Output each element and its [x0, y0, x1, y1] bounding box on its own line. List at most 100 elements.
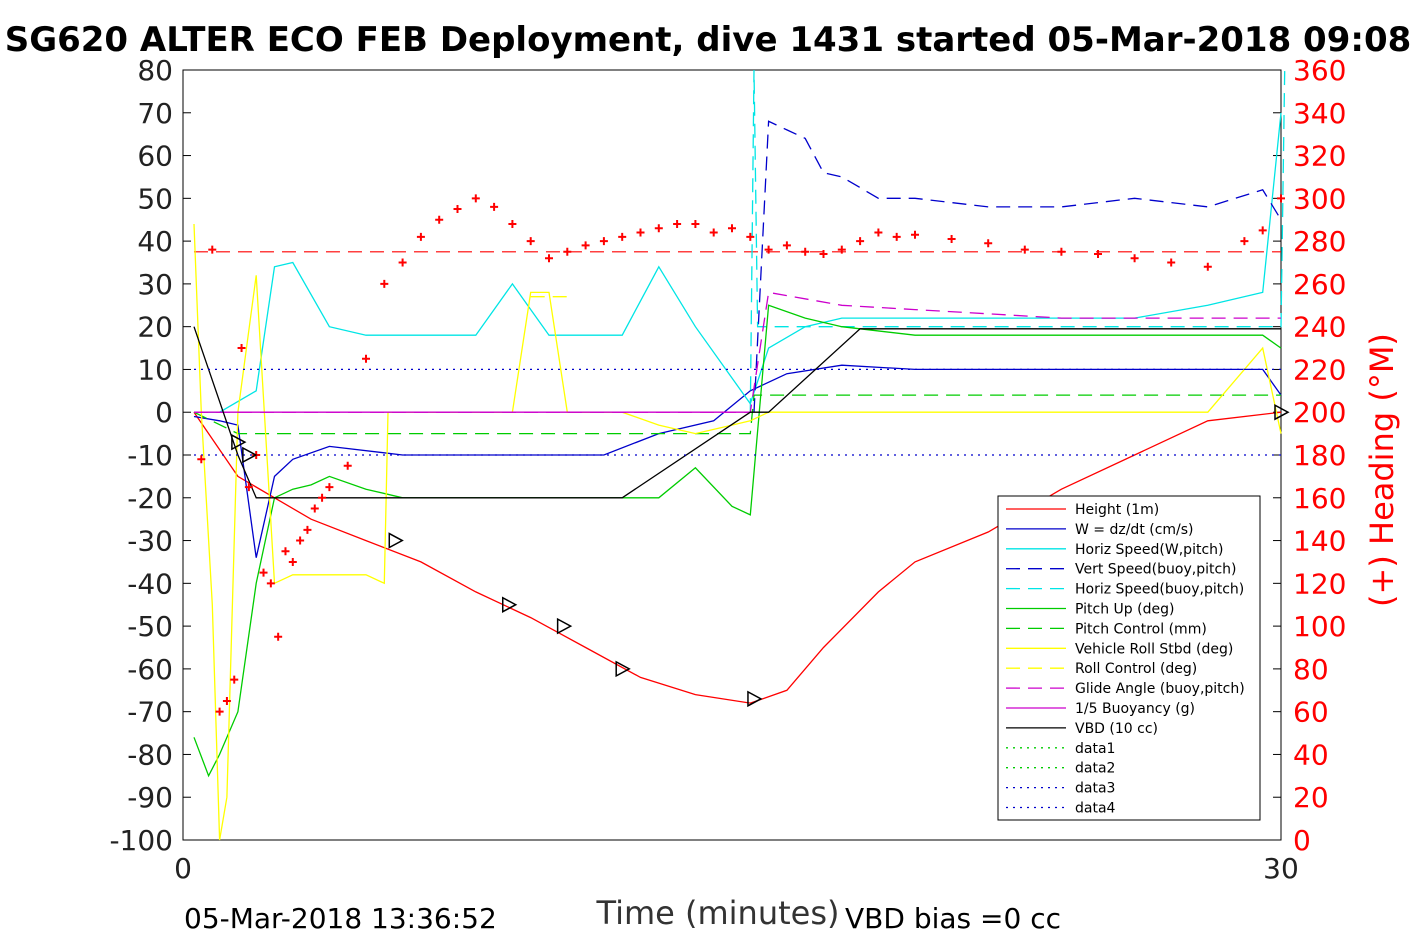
legend-entry: Pitch Up (deg)	[1075, 602, 1174, 618]
heading-point	[453, 205, 462, 214]
y-right-tick-label: 240	[1293, 311, 1346, 344]
heading-point	[618, 232, 627, 241]
heading-point	[259, 568, 268, 577]
series-line-4	[749, 69, 1286, 413]
heading-point	[490, 202, 499, 211]
triangle-marker	[242, 446, 258, 464]
series-line-2	[194, 112, 1282, 413]
footer-timestamp: 05-Mar-2018 13:36:52	[184, 902, 497, 935]
y-right-tick-label: 100	[1293, 610, 1346, 643]
y-tick-label: -30	[127, 525, 173, 558]
y-right-tick-label: 300	[1293, 182, 1346, 215]
heading-point	[310, 504, 319, 513]
y-tick-label: 10	[137, 353, 173, 386]
heading-point	[947, 234, 956, 243]
triangle-marker	[388, 532, 404, 549]
heading-point	[526, 237, 535, 246]
y-axis-right: 3603403203002802602402202001801601401201…	[1273, 54, 1346, 857]
legend-entry: data1	[1075, 741, 1115, 757]
legend-entry: Vert Speed(buoy,pitch)	[1075, 562, 1237, 578]
y-right-tick-label: 260	[1293, 268, 1346, 301]
y-tick-label: 80	[137, 54, 173, 87]
y-tick-label: -50	[127, 610, 173, 643]
heading-point	[892, 232, 901, 241]
legend-entry: Roll Control (deg)	[1075, 661, 1197, 677]
legend-entry: data4	[1075, 801, 1116, 817]
heading-point	[362, 354, 370, 363]
legend-box	[997, 495, 1261, 821]
legend-entry: Glide Angle (buoy,pitch)	[1075, 681, 1245, 697]
heading-point	[197, 455, 206, 464]
legend-entry: Horiz Speed(W,pitch)	[1075, 542, 1223, 558]
y-tick-label: -70	[127, 696, 173, 729]
heading-point	[746, 232, 755, 241]
y-tick-label: -100	[109, 824, 173, 857]
heading-point	[281, 547, 290, 556]
y-right-tick-label: 80	[1293, 653, 1329, 686]
heading-point	[545, 254, 553, 263]
y-tick-label: 70	[137, 97, 173, 130]
y-tick-label: -80	[127, 738, 173, 771]
heading-point	[728, 224, 736, 233]
y-right-tick-label: 40	[1293, 738, 1329, 771]
footer-vbd-bias: VBD bias =0 cc	[845, 902, 1061, 935]
heading-point	[984, 239, 993, 248]
heading-point	[343, 461, 352, 470]
heading-point	[274, 632, 283, 641]
y-right-tick-label: 320	[1293, 140, 1346, 173]
y-right-tick-label: 220	[1293, 353, 1346, 386]
chart-title: SG620 ALTER ECO FEB Deployment, dive 143…	[5, 20, 1412, 60]
heading-point	[208, 245, 217, 254]
y-axis-left: 80 70 60 50 40 30 20 10 0 -10 -20 -30 -40 -50 -60 -70 -8…	[109, 54, 191, 857]
heading-point	[296, 536, 305, 545]
heading-point	[1240, 237, 1249, 246]
heading-point	[230, 675, 239, 684]
heading-point	[819, 249, 828, 258]
heading-point	[1094, 249, 1102, 258]
y-tick-label: 20	[137, 311, 173, 344]
y-right-tick-label: 200	[1293, 396, 1346, 429]
heading-point	[1130, 254, 1139, 263]
triangle-marker	[1274, 403, 1290, 421]
heading-point	[837, 245, 846, 254]
series-line-9	[194, 291, 1281, 413]
y-right-tick-label: 280	[1293, 225, 1346, 258]
heading-point	[563, 247, 572, 256]
triangle-marker	[231, 433, 247, 451]
legend-entry: Pitch Control (mm)	[1075, 621, 1207, 637]
series-line-11	[193, 326, 1281, 499]
heading-point	[237, 344, 246, 353]
heading-point	[782, 241, 791, 250]
legend-entry: data2	[1075, 761, 1115, 777]
heading-point	[709, 228, 718, 237]
y-tick-label: -20	[127, 482, 173, 515]
heading-point	[471, 194, 480, 203]
heading-point	[673, 220, 682, 228]
heading-point	[1203, 262, 1212, 271]
heading-point	[325, 483, 334, 492]
heading-point	[222, 696, 231, 705]
heading-point	[1167, 258, 1176, 267]
y-right-tick-label: 120	[1293, 567, 1346, 600]
heading-point	[508, 220, 517, 228]
heading-point	[244, 483, 253, 492]
heading-markers	[197, 194, 1285, 716]
heading-point	[398, 258, 407, 267]
triangle-marker	[747, 690, 763, 708]
y-right-tick-label: 60	[1293, 696, 1329, 729]
x-axis: 0 30	[174, 832, 1299, 885]
series-line-7	[193, 223, 1282, 841]
legend-entry: 1/5 Buoyancy (g)	[1075, 701, 1195, 717]
heading-point	[303, 525, 312, 534]
series-line-6	[193, 394, 1281, 435]
y-right-tick-label: 0	[1293, 824, 1311, 857]
y-right-tick-label: 160	[1293, 482, 1346, 515]
heading-point	[1258, 226, 1267, 235]
legend-entry: Horiz Speed(buoy,pitch)	[1075, 582, 1244, 598]
y-tick-label: -90	[127, 781, 173, 814]
heading-point	[636, 228, 645, 237]
heading-point	[856, 237, 865, 246]
y-tick-label: 60	[137, 140, 173, 173]
heading-point	[599, 237, 608, 246]
